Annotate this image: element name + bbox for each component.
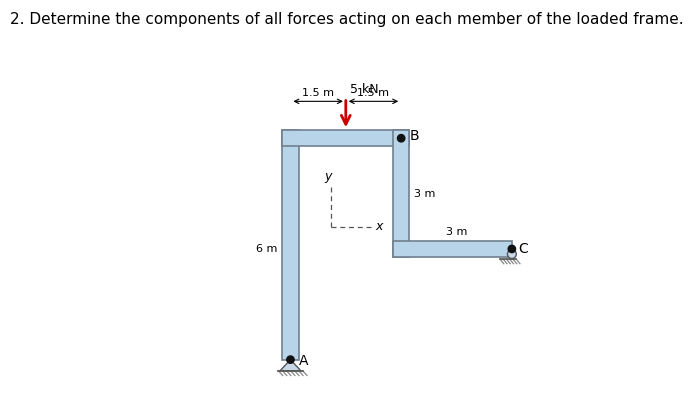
Polygon shape: [280, 360, 301, 371]
Text: 2. Determine the components of all forces acting on each member of the loaded fr: 2. Determine the components of all force…: [10, 12, 684, 27]
Text: 1.5 m: 1.5 m: [302, 87, 334, 98]
Circle shape: [507, 249, 517, 258]
Circle shape: [508, 245, 516, 253]
Text: 1.5 m: 1.5 m: [357, 87, 389, 98]
Circle shape: [397, 134, 405, 142]
Polygon shape: [393, 130, 409, 257]
Polygon shape: [282, 130, 409, 146]
Text: C: C: [519, 242, 528, 256]
Text: 5 kN: 5 kN: [350, 83, 379, 96]
Text: y: y: [325, 170, 332, 183]
Polygon shape: [393, 241, 512, 257]
Text: 6 m: 6 m: [255, 244, 277, 254]
Polygon shape: [282, 130, 299, 360]
Text: A: A: [299, 354, 308, 369]
Text: 3 m: 3 m: [446, 227, 467, 237]
Text: 3 m: 3 m: [414, 189, 436, 198]
Text: B: B: [409, 129, 419, 143]
Circle shape: [287, 356, 294, 363]
Text: x: x: [376, 220, 383, 233]
